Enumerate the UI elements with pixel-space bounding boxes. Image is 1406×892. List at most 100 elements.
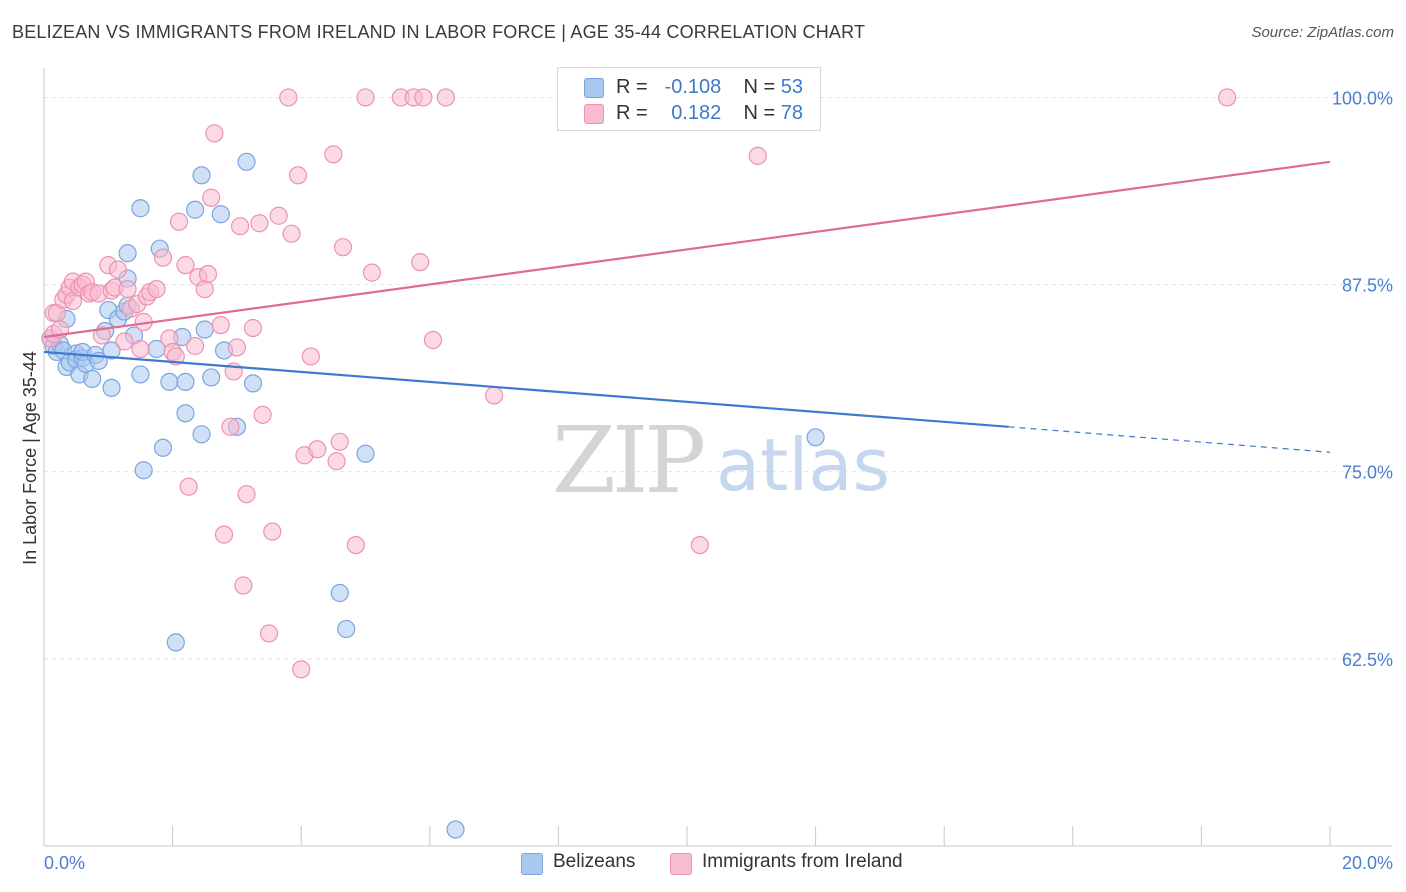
legend-swatch-ireland — [584, 104, 604, 124]
legend-stats-belizeans: R = -0.108 N = 53 — [616, 76, 803, 99]
point-ireland — [147, 279, 166, 299]
point-ireland — [253, 405, 272, 424]
point-ireland — [243, 318, 263, 338]
y-tick-label: 62.5% — [1342, 650, 1393, 670]
legend-swatch-belizeans — [584, 78, 604, 98]
point-belizeans — [166, 633, 185, 652]
trend-lines — [43, 160, 1331, 453]
point-belizeans — [134, 461, 153, 480]
point-ireland — [1218, 88, 1237, 107]
point-ireland — [176, 256, 195, 275]
point-ireland — [690, 535, 709, 555]
point-ireland — [118, 279, 137, 299]
point-ireland — [327, 452, 346, 471]
watermark-zip: ZIP — [552, 407, 703, 514]
point-ireland — [169, 212, 189, 231]
point-belizeans — [186, 200, 205, 219]
point-ireland — [292, 660, 311, 679]
point-ireland — [179, 477, 198, 496]
point-belizeans — [118, 244, 137, 263]
legend-label-belizeans: Belizeans — [553, 851, 636, 872]
point-ireland — [108, 260, 128, 279]
point-ireland — [269, 206, 288, 225]
point-belizeans — [192, 425, 211, 444]
point-ireland — [288, 166, 308, 185]
point-ireland — [748, 146, 767, 165]
point-belizeans — [153, 438, 173, 457]
point-ireland — [115, 332, 134, 351]
trend-line-belizeans — [43, 350, 1009, 428]
trend-line-ireland — [43, 160, 1331, 339]
point-ireland — [211, 315, 230, 335]
point-ireland — [282, 224, 301, 243]
r-value: -0.108 — [664, 76, 722, 98]
point-ireland — [205, 124, 224, 143]
x-tick-label: 20.0% — [1342, 853, 1393, 873]
watermark-atlas: atlas — [716, 423, 890, 507]
point-ireland — [436, 88, 455, 107]
trend-line-belizeans-extension — [1008, 426, 1331, 453]
point-belizeans — [446, 820, 465, 839]
legend-swatch-ireland — [670, 853, 692, 875]
point-belizeans — [131, 199, 150, 218]
gridlines — [44, 96, 1392, 660]
point-belizeans — [243, 374, 263, 393]
series-legend: Belizeans Immigrants from Ireland — [0, 851, 1406, 877]
point-belizeans — [176, 372, 195, 392]
point-belizeans — [806, 428, 825, 447]
n-label: N = — [743, 76, 776, 98]
point-ireland — [259, 624, 279, 643]
legend-swatch-belizeans — [521, 853, 543, 875]
r-label: R = — [616, 102, 648, 124]
point-ireland — [423, 330, 443, 350]
point-belizeans — [195, 320, 214, 339]
r-value: 0.182 — [671, 102, 722, 124]
point-belizeans — [131, 365, 150, 384]
point-ireland — [411, 253, 430, 272]
point-ireland — [231, 217, 250, 236]
point-ireland — [330, 432, 349, 451]
point-belizeans — [356, 444, 375, 463]
point-belizeans — [237, 152, 256, 171]
point-belizeans — [337, 619, 356, 639]
x-tick-label: 0.0% — [44, 853, 85, 873]
point-ireland — [214, 525, 234, 544]
point-ireland — [202, 188, 221, 207]
point-ireland — [166, 347, 185, 366]
point-ireland — [92, 326, 111, 345]
point-ireland — [153, 248, 173, 267]
point-ireland — [237, 485, 256, 504]
point-ireland — [186, 336, 205, 356]
n-value: 78 — [780, 102, 803, 124]
point-ireland — [362, 263, 382, 282]
point-ireland — [308, 440, 327, 459]
point-ireland — [346, 535, 365, 555]
point-belizeans — [160, 372, 179, 392]
axes — [43, 68, 1392, 847]
point-ireland — [356, 88, 375, 107]
legend-label-ireland: Immigrants from Ireland — [702, 851, 903, 872]
point-belizeans — [102, 341, 121, 360]
r-label: R = — [616, 76, 648, 98]
point-ireland — [234, 576, 253, 595]
point-belizeans — [176, 404, 195, 423]
point-ireland — [198, 265, 218, 284]
point-belizeans — [330, 583, 349, 603]
n-value: 53 — [780, 76, 803, 98]
point-ireland — [221, 417, 240, 436]
watermark: ZIP atlas — [552, 407, 890, 514]
point-ireland — [301, 347, 320, 366]
point-belizeans — [211, 205, 230, 224]
point-belizeans — [202, 368, 221, 387]
point-ireland — [333, 238, 353, 257]
point-ireland — [414, 88, 433, 107]
point-ireland — [227, 338, 246, 357]
point-ireland — [279, 88, 298, 107]
point-belizeans — [192, 166, 211, 185]
point-ireland — [263, 522, 282, 541]
correlation-legend: R = -0.108 N = 53 R = 0.182 N = 78 — [557, 67, 821, 131]
point-belizeans — [102, 378, 121, 397]
point-ireland — [250, 214, 269, 233]
y-tick-label: 100.0% — [1332, 88, 1393, 108]
